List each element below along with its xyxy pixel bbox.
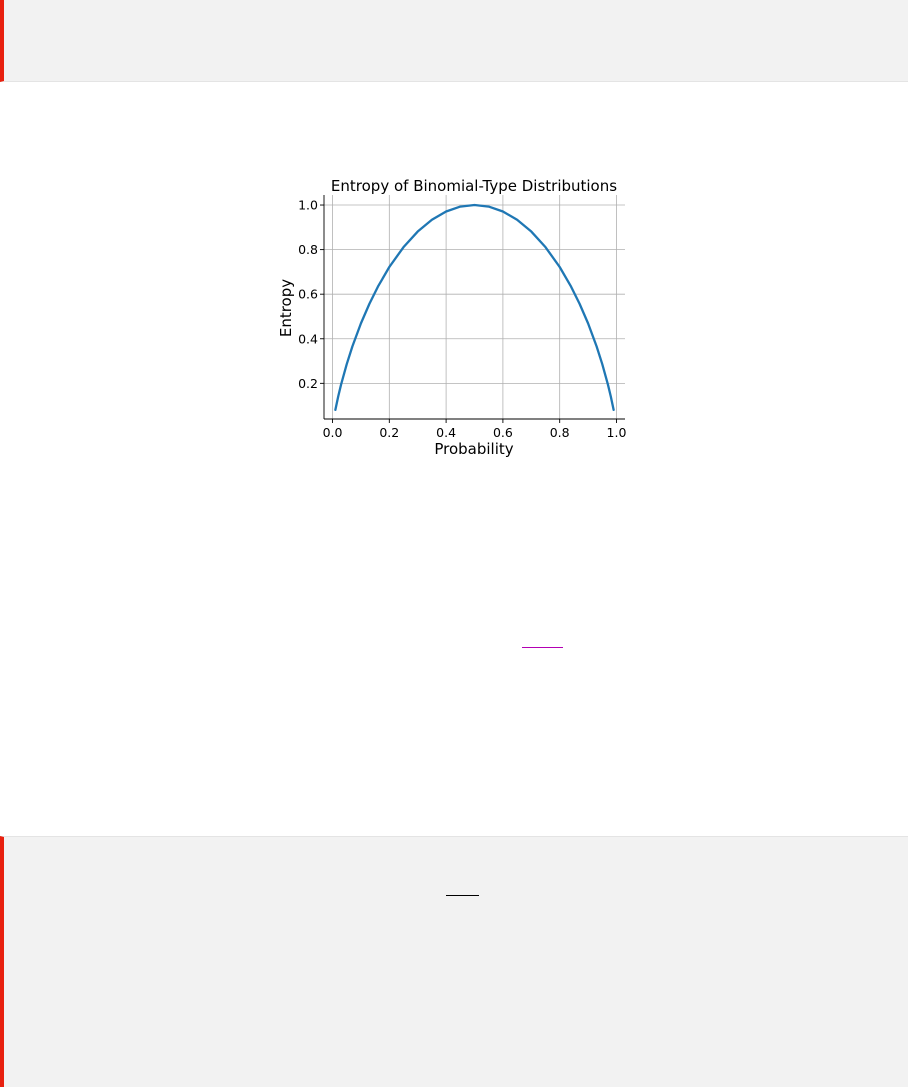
ticks: 0.0 0.2 0.4 0.6 0.8 1.0 0.2 0.4 0.6 0.8 1.0 [298, 198, 626, 440]
chart-svg: 0.0 0.2 0.4 0.6 0.8 1.0 0.2 0.4 0.6 0.8 1.0 Entrop… [277, 177, 626, 458]
y-tick-label-4: 1.0 [298, 198, 318, 213]
x-tick-label-3: 0.6 [493, 425, 513, 440]
entropy-chart: 0.0 0.2 0.4 0.6 0.8 1.0 0.2 0.4 0.6 0.8 1.0 Entrop… [0, 0, 908, 484]
x-tick-label-0: 0.0 [323, 425, 343, 440]
x-tick-label-5: 1.0 [607, 425, 627, 440]
y-tick-label-3: 0.8 [298, 242, 318, 257]
series-line-0 [334, 203, 615, 412]
x-tick-label-2: 0.4 [436, 425, 456, 440]
axes [323, 195, 625, 420]
y-tick-label-1: 0.4 [298, 331, 318, 346]
y-axis-label: Entropy [277, 279, 295, 337]
link-underline[interactable] [522, 647, 563, 648]
y-tick-label-2: 0.6 [298, 287, 318, 302]
fraction-bar [446, 895, 479, 896]
x-axis-label: Probability [434, 440, 513, 458]
callout-box-bottom [0, 836, 908, 1087]
chart-title: Entropy of Binomial-Type Distributions [331, 177, 617, 195]
x-tick-label-4: 0.8 [550, 425, 570, 440]
x-tick-label-1: 0.2 [379, 425, 399, 440]
series-layer [334, 203, 615, 412]
callout-box-top [0, 0, 908, 82]
y-tick-label-0: 0.2 [298, 376, 318, 391]
